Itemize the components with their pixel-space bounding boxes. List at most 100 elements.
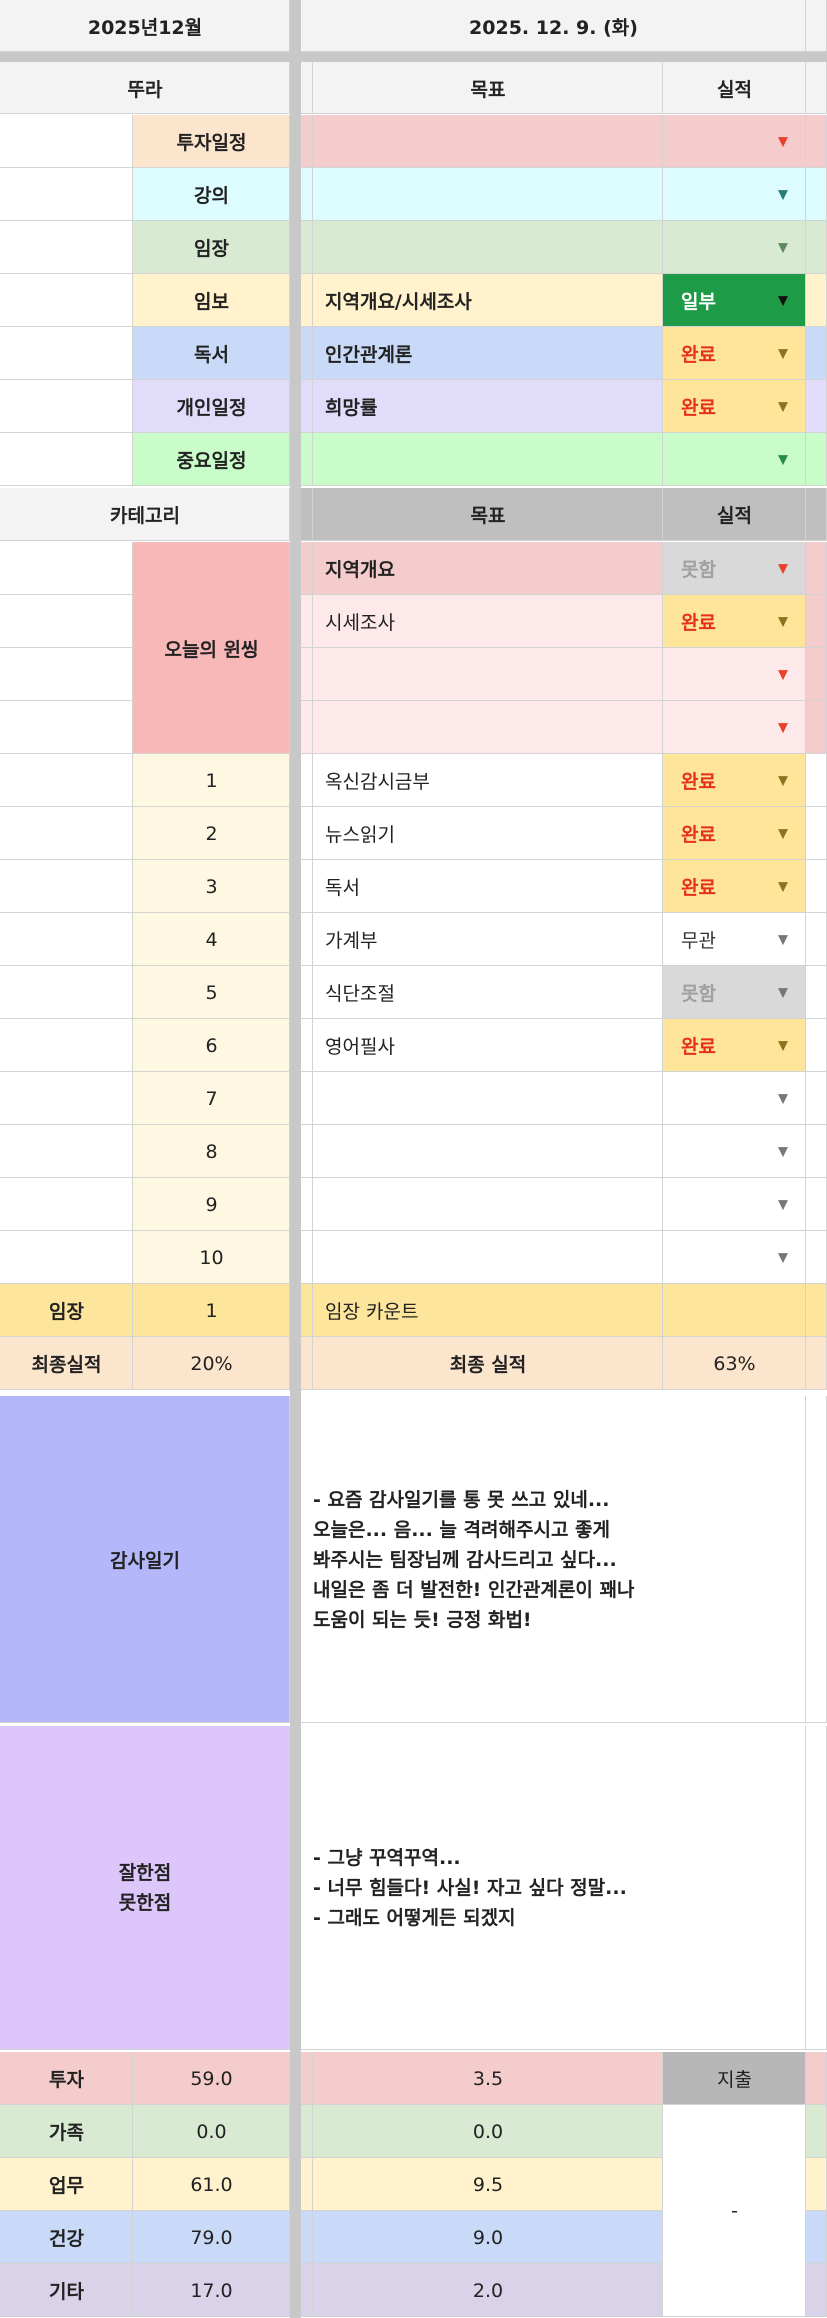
- dropdown-arrow-icon[interactable]: ▼: [778, 879, 788, 894]
- spending-category-text: 기타: [49, 2281, 84, 2303]
- filler: [806, 380, 827, 433]
- dropdown-arrow-icon[interactable]: ▼: [778, 667, 788, 682]
- task-goal-input[interactable]: [313, 1231, 663, 1284]
- win-goal-input[interactable]: 지역개요: [313, 542, 663, 595]
- result-dropdown[interactable]: ▼: [663, 1125, 806, 1178]
- frozen-column-divider[interactable]: [290, 0, 301, 2318]
- result-dropdown[interactable]: ▼: [663, 115, 806, 168]
- blank-cell: [0, 648, 133, 701]
- dropdown-arrow-icon[interactable]: ▼: [778, 1144, 788, 1159]
- filler: [806, 701, 827, 754]
- schedule-label-text: 중요일정: [176, 450, 247, 472]
- result-dropdown[interactable]: 완료 ▼: [663, 380, 806, 433]
- result-dropdown[interactable]: ▼: [663, 1178, 806, 1231]
- spending-total: 79.0: [133, 2211, 290, 2264]
- win-goal-input[interactable]: [313, 701, 663, 754]
- result-dropdown[interactable]: ▼: [663, 433, 806, 486]
- dropdown-arrow-icon[interactable]: ▼: [778, 614, 788, 629]
- task-category-header-text: 카테고리: [110, 505, 180, 527]
- result-dropdown[interactable]: ▼: [663, 701, 806, 754]
- dropdown-arrow-icon[interactable]: ▼: [778, 1091, 788, 1106]
- schedule-goal-input[interactable]: [313, 115, 663, 168]
- filler: [301, 1019, 313, 1072]
- task-goal-input[interactable]: [313, 1072, 663, 1125]
- schedule-goal-input[interactable]: 희망률: [313, 380, 663, 433]
- task-goal-input[interactable]: 옥신감시금부: [313, 754, 663, 807]
- dropdown-arrow-icon[interactable]: ▼: [778, 134, 788, 149]
- result-dropdown[interactable]: 일부 ▼: [663, 274, 806, 327]
- gratitude-label: 감사일기: [0, 1396, 290, 1723]
- schedule-goal-input[interactable]: 인간관계론: [313, 327, 663, 380]
- dropdown-arrow-icon[interactable]: ▼: [778, 346, 788, 361]
- spending-total-text: 17.0: [190, 2279, 233, 2302]
- result-dropdown[interactable]: 못함 ▼: [663, 542, 806, 595]
- result-dropdown[interactable]: 완료 ▼: [663, 327, 806, 380]
- dropdown-arrow-icon[interactable]: ▼: [778, 932, 788, 947]
- result-dropdown[interactable]: ▼: [663, 221, 806, 274]
- dropdown-arrow-icon[interactable]: ▼: [778, 452, 788, 467]
- result-dropdown[interactable]: 완료 ▼: [663, 595, 806, 648]
- result-dropdown[interactable]: 완료 ▼: [663, 754, 806, 807]
- dropdown-arrow-icon[interactable]: ▼: [778, 1250, 788, 1265]
- task-goal-input[interactable]: 독서: [313, 860, 663, 913]
- dropdown-arrow-icon[interactable]: ▼: [778, 561, 788, 576]
- dropdown-arrow-icon[interactable]: ▼: [778, 240, 788, 255]
- task-category-header: 카테고리: [0, 488, 290, 541]
- result-dropdown[interactable]: 무관 ▼: [663, 913, 806, 966]
- result-dropdown-text: 완료: [681, 397, 716, 419]
- schedule-label: 개인일정: [133, 380, 290, 433]
- dropdown-arrow-icon[interactable]: ▼: [778, 1038, 788, 1053]
- frozen-row-divider[interactable]: [0, 52, 827, 62]
- filler: [806, 1231, 827, 1284]
- review-text[interactable]: - 그냥 꾸역꾸역... - 너무 힘들다! 사실! 자고 싶다 정말... -…: [301, 1726, 806, 2050]
- result-dropdown[interactable]: ▼: [663, 1231, 806, 1284]
- result-dropdown[interactable]: ▼: [663, 168, 806, 221]
- result-dropdown[interactable]: 완료 ▼: [663, 860, 806, 913]
- wins-label-text: 오늘의 윈씽: [164, 638, 259, 661]
- dropdown-arrow-icon[interactable]: ▼: [778, 187, 788, 202]
- result-dropdown-text: 일부: [681, 291, 716, 313]
- blank-cell: [0, 595, 133, 648]
- schedule-goal-input[interactable]: [313, 168, 663, 221]
- task-number-text: 2: [205, 822, 218, 845]
- dropdown-arrow-icon[interactable]: ▼: [778, 826, 788, 841]
- result-dropdown[interactable]: 못함 ▼: [663, 966, 806, 1019]
- task-number-text: 3: [205, 875, 218, 898]
- schedule-goal-input[interactable]: [313, 433, 663, 486]
- imjang-goal-text: 임장 카운트: [325, 1301, 419, 1323]
- task-goal-input[interactable]: 가계부: [313, 913, 663, 966]
- schedule-goal-input[interactable]: [313, 221, 663, 274]
- gratitude-text[interactable]: - 요즘 감사일기를 통 못 쓰고 있네... 오늘은... 음... 늘 격려…: [301, 1396, 806, 1723]
- filler: [301, 115, 313, 168]
- task-number-text: 5: [205, 981, 218, 1004]
- dropdown-arrow-icon[interactable]: ▼: [778, 720, 788, 735]
- result-dropdown[interactable]: ▼: [663, 1072, 806, 1125]
- dropdown-arrow-icon[interactable]: ▼: [778, 1197, 788, 1212]
- result-dropdown[interactable]: 완료 ▼: [663, 1019, 806, 1072]
- dropdown-arrow-icon[interactable]: ▼: [778, 293, 788, 308]
- task-goal-input[interactable]: 식단조절: [313, 966, 663, 1019]
- dropdown-arrow-icon[interactable]: ▼: [778, 773, 788, 788]
- task-goal-input-text: 가계부: [325, 930, 378, 952]
- win-goal-input[interactable]: [313, 648, 663, 701]
- filler: [806, 1125, 827, 1178]
- dropdown-arrow-icon[interactable]: ▼: [778, 985, 788, 1000]
- task-goal-input[interactable]: [313, 1178, 663, 1231]
- blank-cell: [0, 1231, 133, 1284]
- result-dropdown[interactable]: 완료 ▼: [663, 807, 806, 860]
- final-value: 20%: [133, 1337, 290, 1390]
- schedule-label: 독서: [133, 327, 290, 380]
- dropdown-arrow-icon[interactable]: ▼: [778, 399, 788, 414]
- task-goal-input[interactable]: [313, 1125, 663, 1178]
- filler: [301, 2105, 313, 2158]
- filler: [806, 2052, 827, 2105]
- spending-category: 기타: [0, 2264, 133, 2317]
- schedule-goal-input[interactable]: 지역개요/시세조사: [313, 274, 663, 327]
- task-goal-input[interactable]: 영어필사: [313, 1019, 663, 1072]
- result-dropdown[interactable]: ▼: [663, 648, 806, 701]
- spending-total-text: 59.0: [190, 2067, 233, 2090]
- filler: [301, 380, 313, 433]
- filler: [301, 62, 313, 114]
- win-goal-input[interactable]: 시세조사: [313, 595, 663, 648]
- task-goal-input[interactable]: 뉴스읽기: [313, 807, 663, 860]
